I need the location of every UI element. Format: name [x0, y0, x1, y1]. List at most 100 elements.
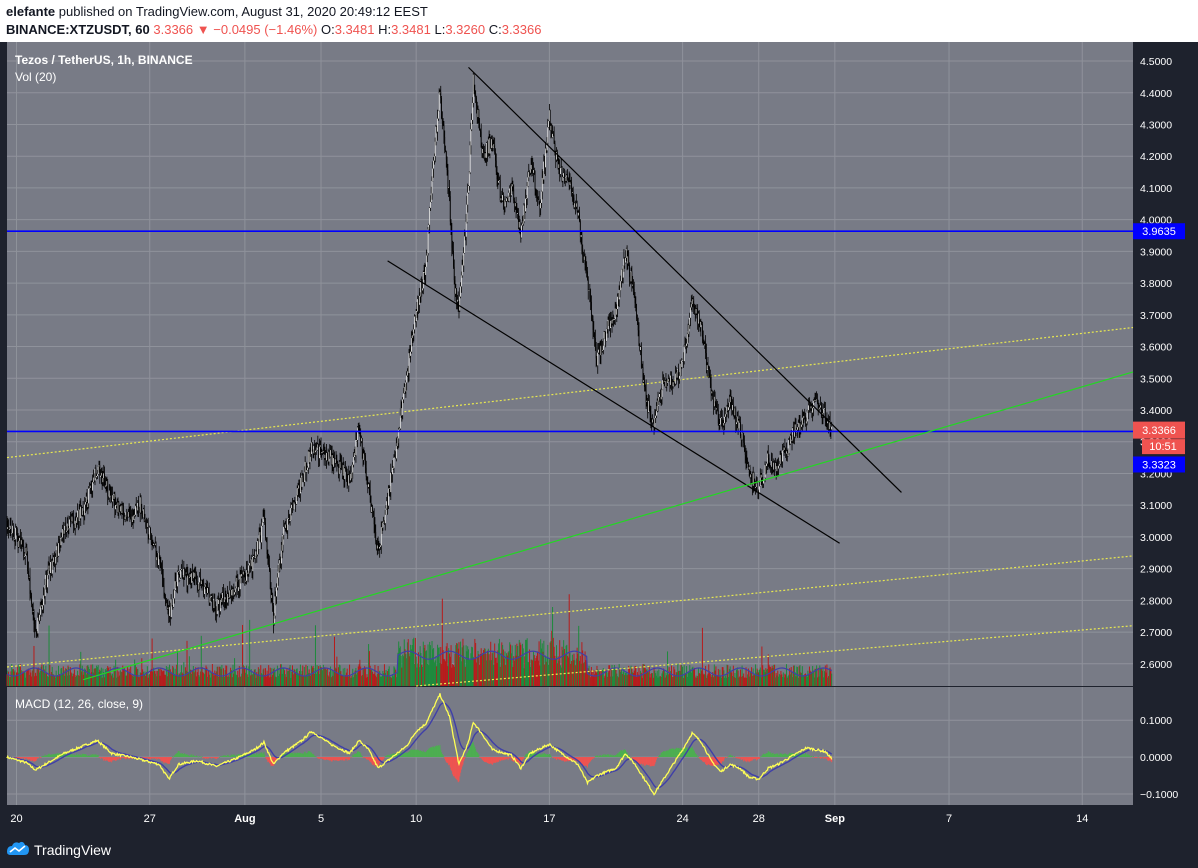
volume-bar [370, 670, 372, 686]
volume-bar [719, 669, 721, 686]
macd-histogram-bar [742, 757, 744, 760]
candle-body [501, 198, 503, 201]
trendlines[interactable] [82, 66, 1134, 681]
candle-body [215, 611, 217, 614]
candle-body [210, 596, 212, 598]
macd-histogram-bar [583, 757, 585, 767]
volume-bar [6, 674, 8, 686]
candle-body [87, 503, 89, 508]
candle-body [530, 164, 532, 170]
volume-bar [731, 672, 733, 686]
candle-body [25, 547, 27, 554]
candle-body [690, 307, 691, 318]
macd-histogram-bar [752, 757, 754, 760]
candle-body [377, 545, 379, 547]
candle-body [475, 91, 477, 98]
candle-body [234, 588, 236, 593]
macd-pane[interactable] [7, 687, 1133, 805]
volume-bar [695, 675, 697, 686]
main-pane[interactable] [7, 42, 1133, 686]
macd-histogram-bar [62, 753, 64, 758]
volume-bar [644, 664, 646, 686]
time-axis[interactable] [0, 805, 1198, 830]
volume-bar [107, 667, 109, 686]
volume-bar [105, 670, 107, 686]
volume-bar [452, 665, 454, 686]
candle-body [369, 489, 371, 496]
volume-bar [378, 672, 380, 686]
macd-histogram-bar [309, 751, 311, 758]
candle-body [411, 335, 413, 339]
volume-bar [419, 646, 421, 686]
volume-bar [244, 668, 246, 686]
candle-body [104, 485, 106, 487]
candle-body [242, 574, 243, 575]
candle-body [510, 188, 511, 196]
volume-bar [544, 655, 546, 686]
tradingview-logo-icon[interactable] [6, 840, 30, 858]
volume-bar [814, 668, 816, 686]
volume-bar [249, 619, 251, 686]
macd-histogram-bar [678, 747, 680, 758]
volume-bar [425, 650, 427, 686]
macd-histogram-bar [423, 751, 425, 758]
macd-histogram-bar [24, 757, 26, 759]
volume-bar [241, 673, 243, 686]
macd-histogram-bar [502, 757, 504, 761]
volume-bar [377, 665, 379, 686]
candle-body [730, 396, 732, 405]
macd-histogram-bar [171, 757, 173, 758]
candle-body [106, 481, 108, 486]
volume-bar [655, 675, 657, 686]
macd-histogram-bar [753, 757, 755, 760]
price-chart[interactable]: 2.60002.70002.80002.90003.00003.10003.20… [0, 42, 1198, 830]
macd-histogram-bar [439, 744, 441, 758]
volume-bar [529, 666, 531, 686]
candle-body [284, 524, 286, 528]
macd-histogram-bar [304, 751, 306, 758]
volume-bar [582, 663, 584, 686]
macd-histogram-bar [249, 754, 251, 758]
macd-histogram-bar [328, 757, 330, 761]
volume-bar [701, 670, 703, 686]
candle-body [409, 353, 411, 356]
volume-bar [514, 644, 516, 686]
volume-bar [14, 670, 16, 686]
badge-support-value: 3.3323 [1142, 459, 1176, 471]
macd-histogram-bar [329, 757, 331, 761]
macd-histogram-bar [667, 750, 669, 758]
volume-bar [513, 660, 515, 686]
candle-body [581, 234, 583, 249]
volume-bar [831, 673, 833, 686]
candle-body [374, 524, 376, 532]
candle-body [618, 289, 620, 300]
candle-body [727, 406, 729, 411]
volume-bar [392, 676, 394, 686]
horizontal-levels[interactable] [7, 230, 1133, 433]
candle-body [67, 523, 69, 529]
volume-bar [271, 668, 273, 686]
candle-body [747, 464, 749, 466]
volume-bar [405, 654, 407, 686]
volume-bar [379, 676, 381, 686]
volume-bar [452, 664, 454, 686]
candle-body [739, 420, 741, 423]
volume-bar [369, 665, 371, 686]
volume-bar [494, 657, 496, 686]
candle-body [578, 212, 580, 216]
macd-histogram-bar [67, 754, 69, 758]
candle-body [702, 323, 703, 338]
macd-histogram-bar [199, 756, 201, 758]
macd-histogram-bar [210, 757, 212, 758]
open-label: O: [320, 22, 335, 37]
macd-histogram-bar [622, 750, 624, 758]
macd-histogram-bar [639, 757, 641, 765]
macd-histogram-bar [591, 757, 593, 759]
volume-bar [642, 664, 644, 686]
macd-histogram-bar [499, 757, 501, 762]
macd-histogram-bar [474, 746, 476, 758]
volume-bar [504, 651, 506, 686]
author-name[interactable]: elefante [6, 4, 56, 19]
tradingview-brand[interactable]: TradingView [34, 842, 112, 858]
candle-body [175, 581, 177, 587]
